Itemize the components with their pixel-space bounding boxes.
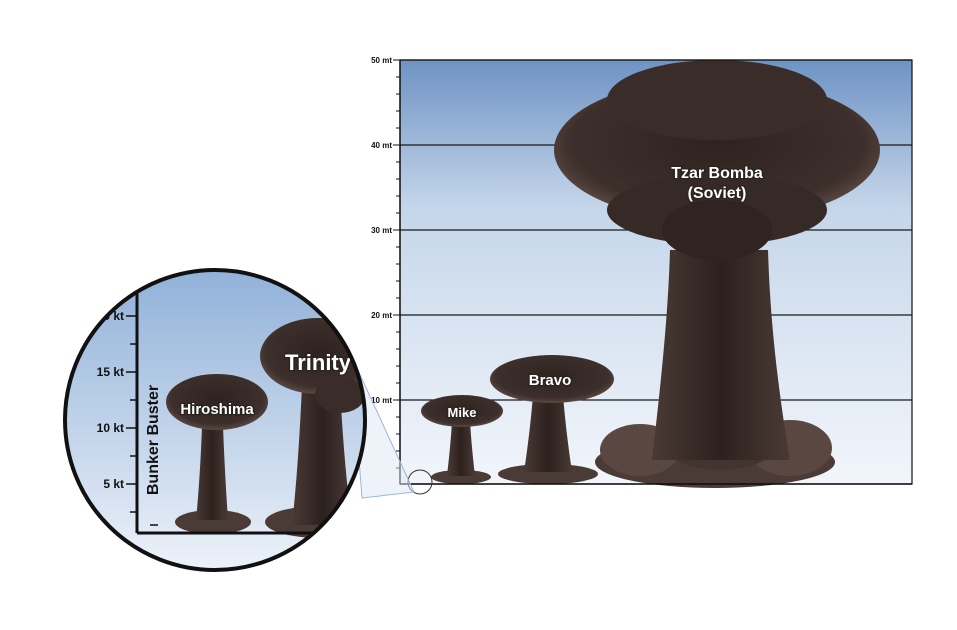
mike-label: Mike	[448, 405, 477, 420]
tzar-bomba-sublabel: (Soviet)	[688, 185, 747, 202]
scale-label-50mt: 50 mt	[371, 56, 392, 65]
scale-label-10mt: 10 mt	[371, 396, 392, 405]
scale-label-10kt: 10 kt	[97, 421, 124, 435]
trinity-label: Trinity	[285, 350, 352, 375]
hiroshima-label: Hiroshima	[180, 401, 254, 418]
scale-label-5kt: 5 kt	[103, 477, 124, 491]
scale-label-20mt: 20 mt	[371, 311, 392, 320]
tzar-bomba-label: Tzar Bomba	[671, 165, 763, 182]
scale-label-15kt: 15 kt	[97, 365, 124, 379]
scale-label-30mt: 30 mt	[371, 226, 392, 235]
inset-magnifier: 20 kt 15 kt 10 kt 5 kt Hiroshima Trinity…	[60, 265, 376, 575]
bravo-label: Bravo	[529, 372, 572, 389]
bunker-buster-label: Bunker Buster	[145, 385, 162, 495]
main-chart: 50 mt 40 mt 30 mt 20 mt 10 mt Tzar Bomba…	[371, 56, 912, 494]
main-axis-ticks	[393, 60, 400, 468]
scale-label-40mt: 40 mt	[371, 141, 392, 150]
